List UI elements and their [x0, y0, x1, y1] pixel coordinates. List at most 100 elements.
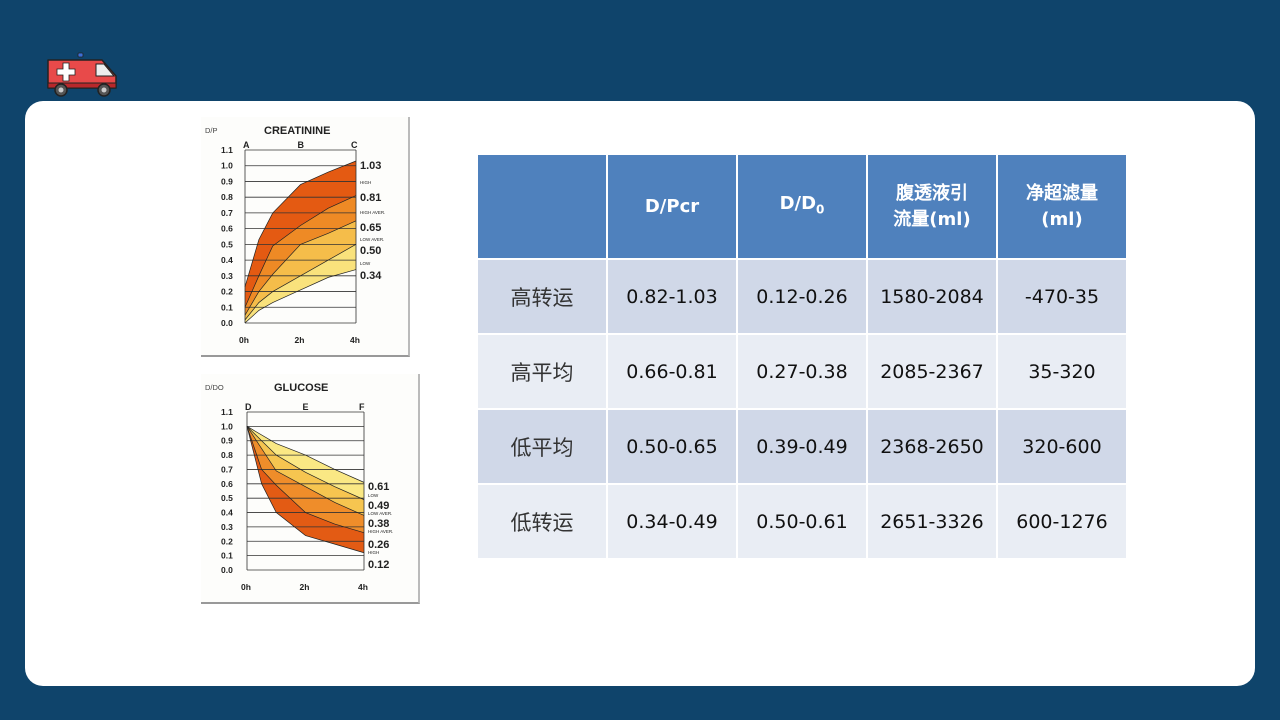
cell-drain: 1580-2084: [866, 258, 998, 335]
svg-text:2h: 2h: [295, 335, 305, 345]
ambulance-icon: [47, 52, 117, 97]
cell-dd0: 0.12-0.26: [736, 258, 868, 335]
cell-dpcr: 0.82-1.03: [606, 258, 738, 335]
cell-dd0: 0.50-0.61: [736, 483, 868, 560]
svg-text:1.03: 1.03: [360, 160, 381, 172]
table-row: 低平均 0.50-0.65 0.39-0.49 2368-2650 320-60…: [476, 408, 1128, 485]
svg-text:1.0: 1.0: [221, 421, 233, 431]
cell-dd0: 0.27-0.38: [736, 333, 868, 410]
svg-text:0.9: 0.9: [221, 436, 233, 446]
row-label: 高平均: [476, 333, 608, 410]
svg-text:B: B: [298, 140, 305, 150]
svg-text:0.0: 0.0: [221, 565, 233, 575]
cell-drain: 2368-2650: [866, 408, 998, 485]
header-drain-line2: 流量(ml): [893, 208, 971, 230]
svg-text:0.1: 0.1: [221, 302, 233, 312]
header-blank: [476, 153, 608, 260]
svg-text:GLUCOSE: GLUCOSE: [274, 382, 328, 394]
svg-text:0.8: 0.8: [221, 450, 233, 460]
svg-text:0.2: 0.2: [221, 287, 233, 297]
svg-text:4h: 4h: [350, 335, 360, 345]
creatinine-plot: 0.0 0.1 0.2 0.3 0.4 0.5 0.6 0.7 0.8 0.9 1.0 1.1 CREA…: [205, 125, 385, 345]
svg-text:0.4: 0.4: [221, 255, 233, 265]
svg-text:0.5: 0.5: [221, 239, 233, 249]
svg-text:0.1: 0.1: [221, 551, 233, 561]
svg-text:HIGH AVER.: HIGH AVER.: [368, 529, 393, 534]
svg-text:C: C: [351, 140, 358, 150]
svg-text:D/P: D/P: [205, 126, 218, 135]
svg-text:LOW: LOW: [368, 493, 379, 498]
svg-text:0.7: 0.7: [221, 464, 233, 474]
header-dpcr: D/Pcr: [606, 153, 738, 260]
svg-text:0.0: 0.0: [221, 318, 233, 328]
svg-text:0.9: 0.9: [221, 176, 233, 186]
cell-dpcr: 0.34-0.49: [606, 483, 738, 560]
table-row: 高转运 0.82-1.03 0.12-0.26 1580-2084 -470-3…: [476, 258, 1128, 335]
header-drain-volume: 腹透液引流量(ml): [866, 153, 998, 260]
svg-text:0.6: 0.6: [221, 479, 233, 489]
header-uf-line1: 净超滤量: [1026, 182, 1098, 204]
svg-text:1.1: 1.1: [221, 407, 233, 417]
svg-text:0.26: 0.26: [368, 539, 389, 551]
svg-text:F: F: [359, 402, 365, 412]
cell-uf: 600-1276: [996, 483, 1128, 560]
svg-text:0h: 0h: [239, 335, 249, 345]
svg-text:LOW: LOW: [360, 261, 371, 266]
glucose-plot: 0.0 0.1 0.2 0.3 0.4 0.5 0.6 0.7 0.8 0.9 1.0 1.1 GLUC…: [205, 382, 393, 592]
svg-text:4h: 4h: [358, 582, 368, 592]
svg-text:0.3: 0.3: [221, 271, 233, 281]
cell-uf: -470-35: [996, 258, 1128, 335]
header-dd0: D/D0: [736, 153, 868, 260]
transport-type-table: D/Pcr D/D0 腹透液引流量(ml) 净超滤量 (ml) 高转运 0.82-…: [476, 153, 1128, 560]
cell-dd0: 0.39-0.49: [736, 408, 868, 485]
cell-dpcr: 0.66-0.81: [606, 333, 738, 410]
header-dd0-sub: 0: [816, 202, 825, 217]
row-label: 低平均: [476, 408, 608, 485]
cell-dpcr: 0.50-0.65: [606, 408, 738, 485]
svg-text:0.34: 0.34: [360, 270, 382, 282]
svg-text:0h: 0h: [241, 582, 251, 592]
svg-text:0.8: 0.8: [221, 192, 233, 202]
cell-uf: 35-320: [996, 333, 1128, 410]
svg-text:0.61: 0.61: [368, 481, 389, 493]
svg-text:0.2: 0.2: [221, 536, 233, 546]
svg-text:A: A: [243, 140, 250, 150]
svg-text:D: D: [245, 402, 252, 412]
creatinine-chart: 0.0 0.1 0.2 0.3 0.4 0.5 0.6 0.7 0.8 0.9 1.0 1.1 CREA…: [201, 117, 410, 357]
svg-text:HIGH: HIGH: [368, 550, 379, 555]
svg-text:D/DO: D/DO: [205, 383, 224, 392]
header-drain-line1: 腹透液引: [896, 182, 968, 204]
svg-text:0.49: 0.49: [368, 500, 389, 512]
svg-text:0.12: 0.12: [368, 559, 389, 571]
cell-uf: 320-600: [996, 408, 1128, 485]
svg-text:2h: 2h: [300, 582, 310, 592]
header-uf-line2: (ml): [1041, 208, 1083, 230]
svg-text:LOW AVER.: LOW AVER.: [368, 511, 392, 516]
svg-text:0.5: 0.5: [221, 493, 233, 503]
row-label: 低转运: [476, 483, 608, 560]
svg-text:0.50: 0.50: [360, 245, 381, 257]
glucose-chart: 0.0 0.1 0.2 0.3 0.4 0.5 0.6 0.7 0.8 0.9 1.0 1.1 GLUC…: [201, 374, 420, 604]
svg-text:0.65: 0.65: [360, 222, 381, 234]
svg-text:E: E: [303, 402, 309, 412]
svg-text:0.3: 0.3: [221, 522, 233, 532]
svg-text:HIGH AVER.: HIGH AVER.: [360, 210, 385, 215]
row-label: 高转运: [476, 258, 608, 335]
table-row: 低转运 0.34-0.49 0.50-0.61 2651-3326 600-12…: [476, 483, 1128, 560]
svg-text:CREATININE: CREATININE: [264, 125, 330, 137]
svg-text:0.38: 0.38: [368, 518, 389, 530]
svg-text:0.6: 0.6: [221, 224, 233, 234]
table-header-row: D/Pcr D/D0 腹透液引流量(ml) 净超滤量 (ml): [476, 153, 1128, 260]
header-net-uf: 净超滤量 (ml): [996, 153, 1128, 260]
svg-text:0.7: 0.7: [221, 208, 233, 218]
svg-text:1.1: 1.1: [221, 145, 233, 155]
svg-text:0.4: 0.4: [221, 508, 233, 518]
cell-drain: 2085-2367: [866, 333, 998, 410]
svg-text:1.0: 1.0: [221, 161, 233, 171]
table-row: 高平均 0.66-0.81 0.27-0.38 2085-2367 35-320: [476, 333, 1128, 410]
svg-text:LOW AVER.: LOW AVER.: [360, 237, 384, 242]
svg-text:HIGH: HIGH: [360, 180, 371, 185]
header-dd0-main: D/D: [779, 192, 817, 214]
svg-text:0.81: 0.81: [360, 192, 381, 204]
cell-drain: 2651-3326: [866, 483, 998, 560]
